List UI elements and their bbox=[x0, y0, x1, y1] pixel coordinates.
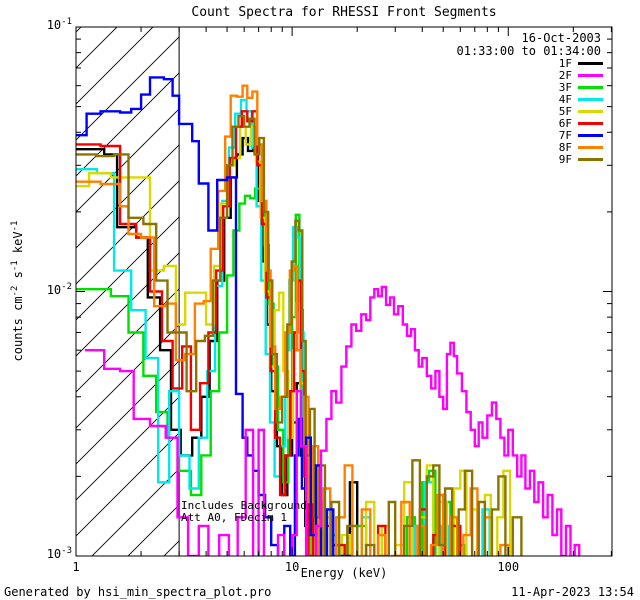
page-title: Count Spectra for RHESSI Front Segments bbox=[191, 5, 497, 20]
legend-swatch-4f bbox=[578, 97, 603, 101]
y-tick-label--1: 10-1 bbox=[46, 17, 72, 32]
x-tick-label-100: 100 bbox=[497, 560, 520, 574]
axis-ticks bbox=[75, 26, 612, 557]
annotation-block: Includes Background Att A0, FDecim 1 bbox=[181, 500, 307, 523]
legend-swatch-7f bbox=[578, 133, 603, 137]
series-9f bbox=[76, 115, 523, 556]
legend-label-8f: 8F bbox=[558, 140, 572, 154]
legend-label-4f: 4F bbox=[558, 92, 572, 106]
legend-item-8f: 8F bbox=[558, 140, 603, 154]
legend-label-2f: 2F bbox=[558, 68, 572, 82]
legend-item-9f: 9F bbox=[558, 152, 603, 166]
legend-label-3f: 3F bbox=[558, 80, 572, 94]
series-4f bbox=[76, 98, 510, 556]
y-tick-label--3: 10-3 bbox=[46, 546, 72, 561]
legend-item-2f: 2F bbox=[558, 68, 603, 82]
x-tick-label-1: 1 bbox=[72, 560, 80, 574]
legend-swatch-9f bbox=[578, 157, 603, 161]
annotation-includes-background: Includes Background bbox=[181, 499, 307, 512]
y-tick-label--2: 10-2 bbox=[46, 281, 72, 297]
legend-item-4f: 4F bbox=[558, 92, 603, 106]
legend-item-5f: 5F bbox=[558, 104, 603, 118]
legend-swatch-6f bbox=[578, 121, 603, 125]
series-2f bbox=[84, 285, 581, 556]
legend-swatch-1f bbox=[578, 61, 603, 65]
hatched-background-region bbox=[76, 27, 180, 556]
series-3f bbox=[76, 187, 467, 556]
footer-generated-by: Generated by hsi_min_spectra_plot.pro bbox=[4, 585, 272, 599]
legend-label-9f: 9F bbox=[558, 152, 572, 166]
x-tick-label-10: 10 bbox=[284, 560, 300, 574]
legend: 1F 2F 3F 4F 5F 6F 7F 8F 9F bbox=[558, 56, 603, 166]
legend-swatch-5f bbox=[578, 109, 603, 113]
series-group bbox=[76, 76, 581, 556]
observation-time-range: 01:33:00 to 01:34:00 bbox=[456, 44, 602, 58]
legend-item-7f: 7F bbox=[558, 128, 603, 142]
legend-item-6f: 6F bbox=[558, 116, 603, 130]
legend-item-1f: 1F bbox=[558, 56, 603, 70]
legend-label-6f: 6F bbox=[558, 116, 572, 130]
legend-label-7f: 7F bbox=[558, 128, 572, 142]
annotation-att-fdecim: Att A0, FDecim 1 bbox=[181, 510, 287, 524]
legend-swatch-2f bbox=[578, 73, 603, 77]
legend-swatch-3f bbox=[578, 85, 603, 89]
legend-swatch-8f bbox=[578, 145, 603, 149]
legend-item-3f: 3F bbox=[558, 80, 603, 94]
observation-date: 16-Oct-2003 bbox=[521, 31, 601, 45]
legend-label-1f: 1F bbox=[558, 56, 572, 70]
footer-timestamp: 11-Apr-2023 13:54 bbox=[511, 585, 634, 599]
x-axis-label: Energy (keV) bbox=[300, 566, 388, 580]
legend-label-5f: 5F bbox=[558, 104, 572, 118]
